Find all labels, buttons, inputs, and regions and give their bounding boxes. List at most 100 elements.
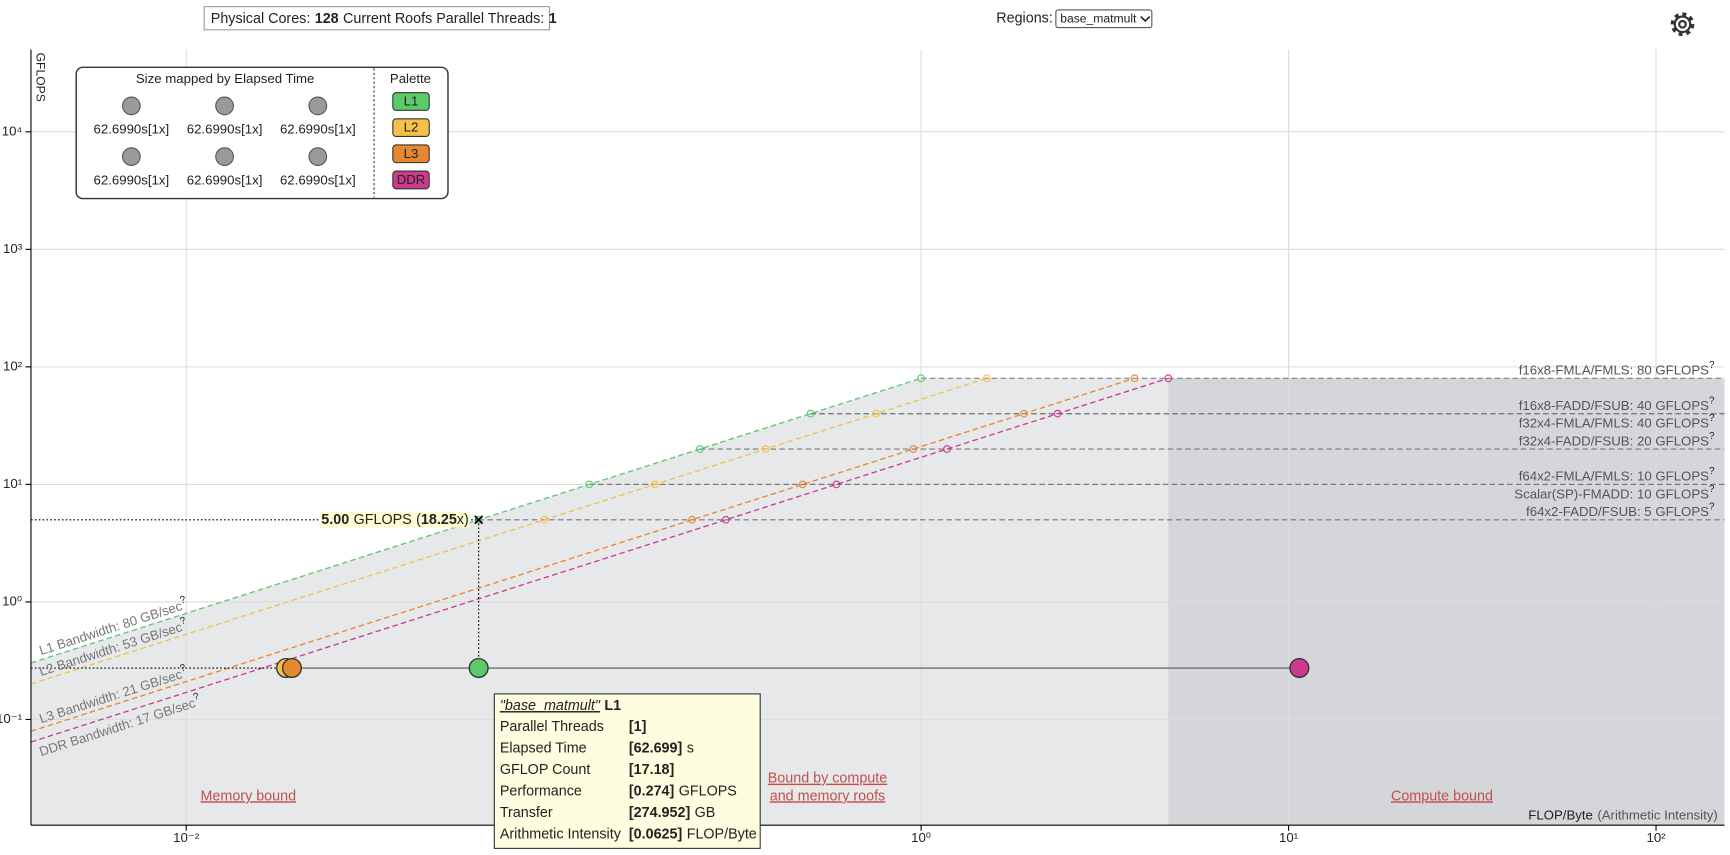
region-label[interactable]: Memory bound bbox=[201, 788, 297, 804]
x-tick-label: 10⁰ bbox=[911, 830, 931, 845]
help-mark: ? bbox=[192, 691, 201, 703]
info-box bbox=[203, 6, 551, 31]
bandwidth-roof bbox=[30, 377, 1169, 743]
compute-roof-label: f64x2-FADD/FSUB: 5 GFLOPS? bbox=[1526, 501, 1715, 518]
tooltip-value: [0.274] GFLOPS bbox=[629, 783, 737, 799]
region-label[interactable]: and memory roofs bbox=[770, 788, 885, 804]
roof-intersection bbox=[540, 515, 549, 524]
tooltip-label: Arithmetic Intensity bbox=[500, 826, 622, 842]
crosshair-unit: GFLOPS bbox=[354, 512, 412, 528]
region-label[interactable]: Bound by compute bbox=[768, 771, 888, 787]
palette-label: DDR bbox=[397, 172, 426, 187]
info-text: Physical Cores: 128 Current Roofs Parallel… bbox=[211, 11, 557, 27]
y-tick-label: 10⁴ bbox=[2, 123, 23, 138]
palette-swatch[interactable] bbox=[392, 144, 430, 164]
roof-label-text: f32x4-FMLA/FMLS: 40 GFLOPS bbox=[1519, 415, 1709, 430]
select-arrow bbox=[1140, 15, 1151, 23]
cores-label: Physical Cores: bbox=[211, 11, 311, 27]
bandwidth-roof bbox=[30, 377, 922, 664]
tooltip-box bbox=[493, 693, 761, 849]
tooltip-value: [274.952] GB bbox=[629, 805, 715, 821]
compute-roof-label: f64x2-FMLA/FMLS: 10 GFLOPS? bbox=[1519, 466, 1715, 483]
gear-teeth bbox=[1670, 12, 1695, 37]
data-point[interactable] bbox=[468, 657, 489, 679]
crosshair-speedup: 18.25 bbox=[421, 512, 457, 528]
tooltip-label: Parallel Threads bbox=[500, 719, 604, 735]
roof-intersection bbox=[585, 480, 594, 489]
help-mark: ? bbox=[1709, 501, 1715, 512]
x-axis-title: FLOP/Byte (Arithmetic Intensity) bbox=[1528, 807, 1718, 822]
size-legend-marker bbox=[308, 96, 328, 116]
size-legend-label: 62.6990s[1x] bbox=[280, 122, 356, 137]
palette-label: L1 bbox=[404, 94, 419, 109]
tooltip-region: "base_matmult" bbox=[500, 698, 601, 714]
compute-roof-label: f32x4-FMLA/FMLS: 40 GFLOPS? bbox=[1519, 413, 1715, 430]
tooltip-number: [17.18] bbox=[629, 762, 674, 778]
palette-label: L2 bbox=[404, 120, 419, 135]
gear-hole bbox=[1678, 19, 1687, 29]
size-legend-title: Size mapped by Elapsed Time bbox=[136, 71, 315, 86]
crosshair-close: x) bbox=[457, 512, 469, 528]
roof-intersection bbox=[917, 374, 925, 383]
data-point[interactable] bbox=[281, 657, 303, 679]
legend: Size mapped by Elapsed Time Palette 62.6… bbox=[75, 66, 449, 200]
compute-roof-label: f32x4-FADD/FSUB: 20 GFLOPS? bbox=[1519, 430, 1715, 447]
help-mark: ? bbox=[1709, 483, 1715, 494]
roof-intersection bbox=[982, 374, 991, 383]
help-mark: ? bbox=[1709, 395, 1715, 406]
tooltip-value: [0.0625] FLOP/Byte bbox=[629, 826, 757, 842]
size-legend-marker bbox=[308, 147, 328, 167]
size-legend-label: 62.6990s[1x] bbox=[187, 122, 263, 137]
x-tick-label: 10¹ bbox=[1279, 830, 1299, 845]
x-tick-label: 10² bbox=[1646, 830, 1666, 845]
roof-intersection bbox=[721, 515, 730, 524]
crosshair-label-bg bbox=[320, 511, 470, 528]
legend-box bbox=[75, 66, 449, 200]
size-legend-label: 62.6990s[1x] bbox=[187, 172, 263, 187]
data-point[interactable] bbox=[1289, 657, 1310, 679]
roof-intersection bbox=[832, 480, 841, 489]
tooltip-label: Elapsed Time bbox=[500, 740, 587, 756]
region-select[interactable] bbox=[1055, 9, 1153, 29]
y-tick-label: 10⁻¹ bbox=[0, 711, 23, 726]
mark-layer: 5.00 GFLOPS (18.25x) bbox=[30, 511, 1310, 679]
tooltip-level: L1 bbox=[604, 698, 621, 714]
tooltip-unit: FLOP/Byte bbox=[687, 826, 757, 842]
x-tick-label: 10⁻² bbox=[173, 830, 200, 845]
size-legend-marker bbox=[215, 147, 234, 167]
palette-swatch[interactable] bbox=[392, 170, 430, 190]
tooltip-number: [274.952] bbox=[629, 805, 690, 821]
roof-label-text: f64x2-FADD/FSUB: 5 GFLOPS bbox=[1526, 504, 1709, 519]
roof-layer bbox=[30, 374, 1725, 743]
tooltip-label: Transfer bbox=[500, 805, 553, 821]
roof-intersection bbox=[761, 445, 770, 453]
help-mark: ? bbox=[1709, 360, 1715, 371]
tooltip-number: [0.0625] bbox=[629, 826, 682, 842]
settings-icon[interactable] bbox=[1670, 12, 1695, 37]
palette-swatch[interactable] bbox=[392, 118, 430, 138]
tooltip-number: [62.699] bbox=[629, 740, 682, 756]
roof-intersection bbox=[1130, 374, 1139, 383]
roof-intersection bbox=[1053, 409, 1062, 418]
tooltip-label: GFLOP Count bbox=[500, 762, 591, 778]
size-legend-label: 62.6990s[1x] bbox=[94, 122, 170, 137]
y-tick-label: 10³ bbox=[3, 241, 23, 256]
region-select-value[interactable]: base_matmult bbox=[1060, 12, 1137, 26]
y-tick-label: 10⁰ bbox=[2, 593, 22, 608]
roof-label-text: f16x8-FADD/FSUB: 40 GFLOPS bbox=[1519, 397, 1709, 412]
size-legend-label: 62.6990s[1x] bbox=[94, 172, 170, 187]
grid-layer bbox=[25, 49, 1725, 831]
help-mark: ? bbox=[179, 662, 188, 674]
roof-intersection bbox=[909, 445, 918, 453]
tooltip-value: [17.18] bbox=[629, 762, 674, 778]
help-mark: ? bbox=[179, 615, 188, 627]
roof-label-text: f16x8-FMLA/FMLS: 80 GFLOPS bbox=[1519, 362, 1709, 377]
tooltip-title: "base_matmult" L1 bbox=[500, 698, 621, 714]
palette-swatch[interactable] bbox=[392, 92, 430, 111]
region-label[interactable]: Compute bound bbox=[1391, 788, 1493, 804]
help-mark: ? bbox=[1709, 430, 1715, 441]
help-mark: ? bbox=[1709, 466, 1715, 477]
roof-intersection bbox=[1164, 374, 1173, 383]
tooltip-unit: GB bbox=[695, 805, 716, 821]
tooltip-number: [0.274] bbox=[629, 783, 674, 799]
